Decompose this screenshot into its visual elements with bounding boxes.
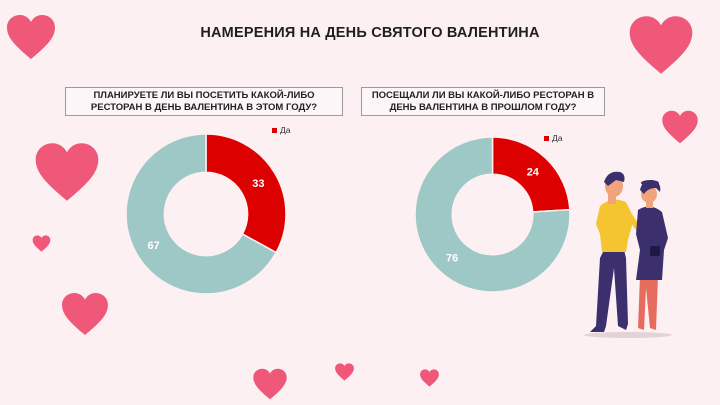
data-label: 67 — [148, 240, 160, 252]
heart-icon — [253, 368, 287, 400]
data-label: 33 — [252, 178, 264, 190]
slice-other — [125, 133, 278, 295]
legend-swatch — [544, 135, 549, 141]
couple-illustration — [584, 171, 672, 338]
chart-2-title: ПОСЕЩАЛИ ЛИ ВЫ КАКОЙ-ЛИБО РЕСТОРАН В ДЕН… — [371, 89, 595, 113]
page-title: НАМЕРЕНИЯ НА ДЕНЬ СВЯТОГО ВАЛЕНТИНА — [200, 25, 540, 41]
heart-icon — [420, 369, 439, 387]
chart-1-title: ПЛАНИРУЕТЕ ЛИ ВЫ ПОСЕТИТЬ КАКОЙ-ЛИБО РЕС… — [90, 89, 318, 113]
heart-icon — [335, 363, 354, 381]
chart-2-legend: Да — [544, 133, 562, 143]
data-label: 24 — [527, 167, 540, 179]
legend-swatch — [272, 127, 277, 133]
chart-2-donut: 24 76 — [414, 136, 571, 293]
heart-icon — [662, 110, 698, 144]
chart-2-question: ПОСЕЩАЛИ ЛИ ВЫ КАКОЙ-ЛИБО РЕСТОРАН В ДЕН… — [361, 87, 605, 116]
legend-label: Да — [280, 125, 291, 135]
legend-label: Да — [552, 133, 563, 143]
chart-1-question: ПЛАНИРУЕТЕ ЛИ ВЫ ПОСЕТИТЬ КАКОЙ-ЛИБО РЕС… — [65, 87, 343, 116]
chart-1-donut: 33 67 — [125, 133, 287, 295]
heart-icon — [62, 292, 108, 336]
heart-icon — [35, 143, 99, 201]
chart-1-legend: Да — [272, 125, 290, 135]
heart-icon — [629, 16, 693, 74]
heart-icon — [32, 235, 51, 252]
data-label: 76 — [446, 252, 458, 264]
heart-icon — [7, 15, 55, 59]
slice-other — [414, 136, 571, 293]
slice-yes — [205, 133, 287, 254]
